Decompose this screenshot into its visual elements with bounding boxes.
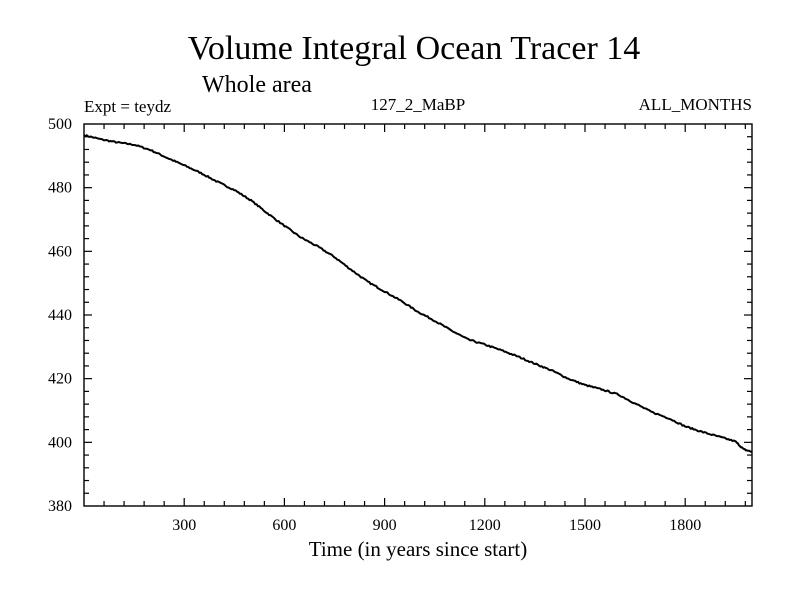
y-tick-label: 420 bbox=[48, 371, 72, 388]
tracer-series-line bbox=[83, 134, 753, 453]
y-tick-label: 500 bbox=[48, 116, 72, 133]
y-tick-label: 440 bbox=[48, 307, 72, 324]
x-tick-label: 1500 bbox=[569, 517, 601, 534]
run-label: 127_2_MaBP bbox=[371, 95, 465, 114]
x-tick-label: 1200 bbox=[469, 517, 501, 534]
axis-ticks bbox=[84, 124, 752, 506]
chart-title: Volume Integral Ocean Tracer 14 bbox=[188, 30, 641, 67]
chart-subtitle: Whole area bbox=[202, 72, 312, 98]
months-label: ALL_MONTHS bbox=[639, 95, 752, 114]
x-tick-label: 900 bbox=[373, 517, 397, 534]
plot-frame bbox=[83, 123, 753, 507]
experiment-label: Expt = teydz bbox=[84, 97, 171, 116]
x-tick-label: 600 bbox=[272, 517, 296, 534]
y-tick-label: 480 bbox=[48, 180, 72, 197]
y-tick-label: 380 bbox=[48, 498, 72, 515]
y-tick-label: 400 bbox=[48, 434, 72, 451]
y-tick-label: 460 bbox=[48, 243, 72, 260]
x-tick-label: 1800 bbox=[669, 517, 701, 534]
x-axis-label: Time (in years since start) bbox=[309, 537, 528, 561]
x-tick-label: 300 bbox=[172, 517, 196, 534]
tick-labels: 300 600 900 1200 1500 1800 380 400 420 440 460 480 5… bbox=[48, 116, 701, 534]
